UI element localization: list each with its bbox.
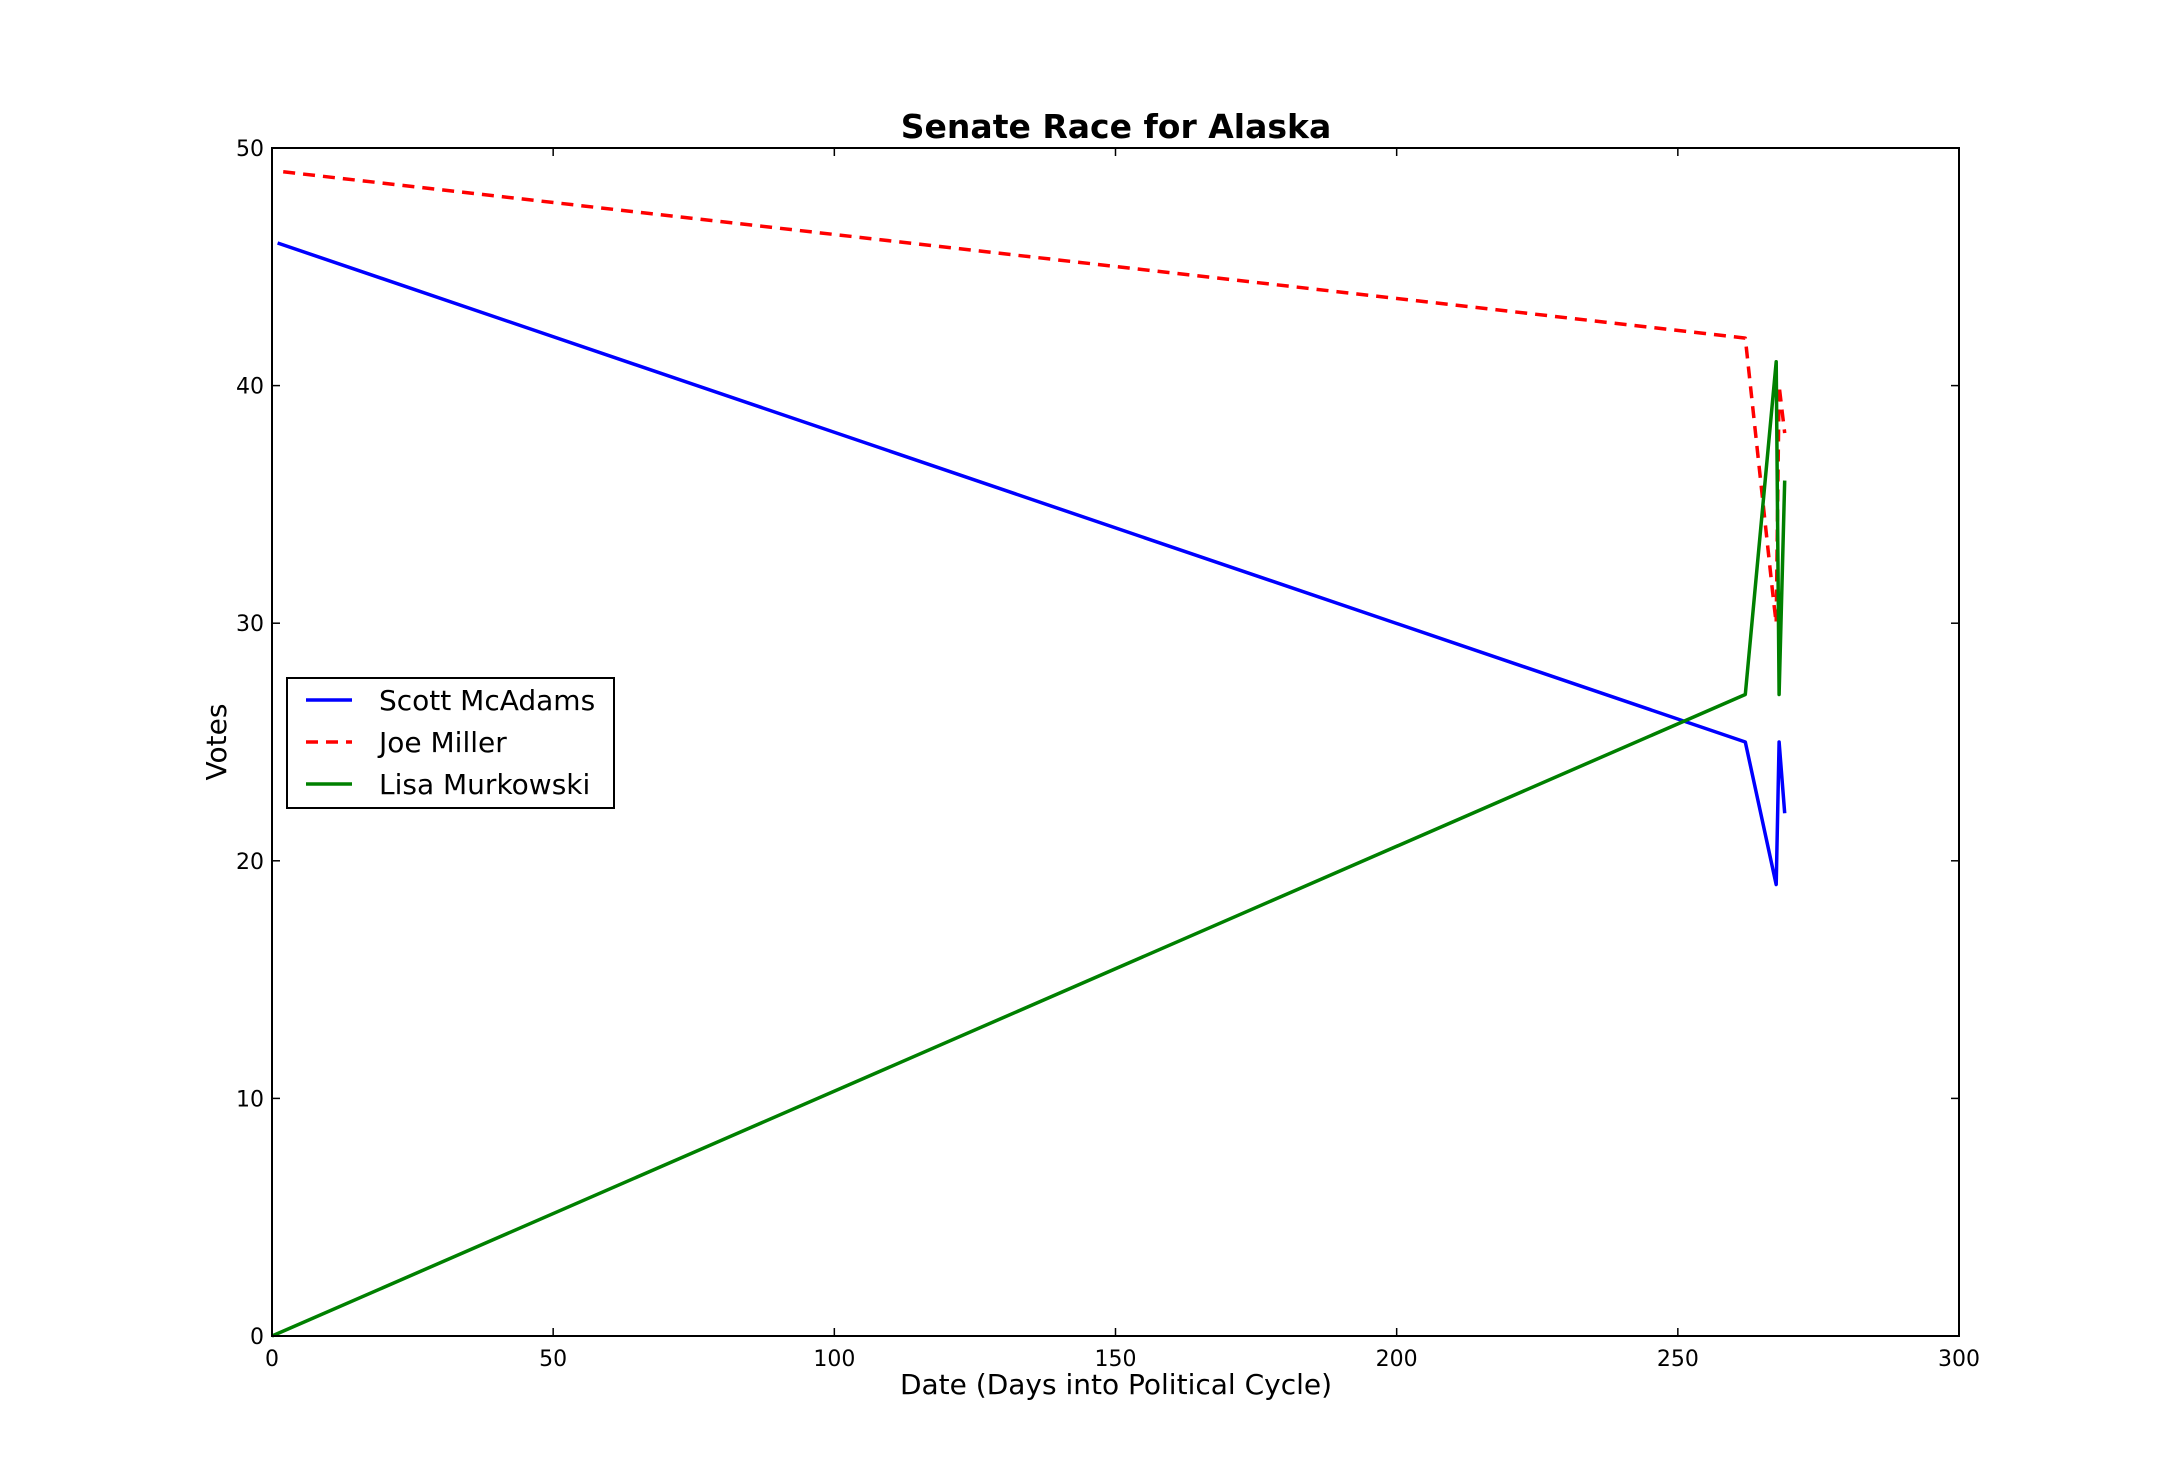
ticks-layer: 0 50 100 150 200 250 300 0 10 20 30 40 50 (236, 137, 1980, 1372)
y-axis-label: Votes (200, 704, 233, 781)
x-tick-label-2: 100 (813, 1347, 855, 1372)
legend-label-0: Scott McAdams (379, 684, 595, 717)
legend-label-2: Lisa Murkowski (379, 768, 590, 801)
y-tick-label-3: 30 (236, 612, 264, 637)
y-tick-label-1: 10 (236, 1087, 264, 1112)
x-tick-label-1: 50 (539, 1347, 567, 1372)
x-tick-label-5: 250 (1657, 1347, 1699, 1372)
legend: Scott McAdams Joe Miller Lisa Murkowski (286, 677, 615, 809)
y-tick-label-0: 0 (250, 1325, 264, 1350)
series-line-0 (277, 241, 1787, 887)
series-layer (271, 170, 1787, 1338)
x-axis-label: Date (Days into Political Cycle) (900, 1368, 1332, 1401)
x-tick-label-3: 150 (1095, 1347, 1137, 1372)
x-tick-label-6: 300 (1938, 1347, 1980, 1372)
series-line-1 (283, 170, 1787, 625)
x-tick-label-4: 200 (1376, 1347, 1418, 1372)
y-tick-label-5: 50 (236, 137, 264, 162)
y-tick-label-4: 40 (236, 375, 264, 400)
chart-title: Senate Race for Alaska (901, 107, 1331, 146)
x-tick-label-0: 0 (265, 1347, 279, 1372)
series-line-2 (271, 360, 1787, 1338)
y-tick-label-2: 20 (236, 850, 264, 875)
legend-label-1: Joe Miller (377, 726, 507, 759)
